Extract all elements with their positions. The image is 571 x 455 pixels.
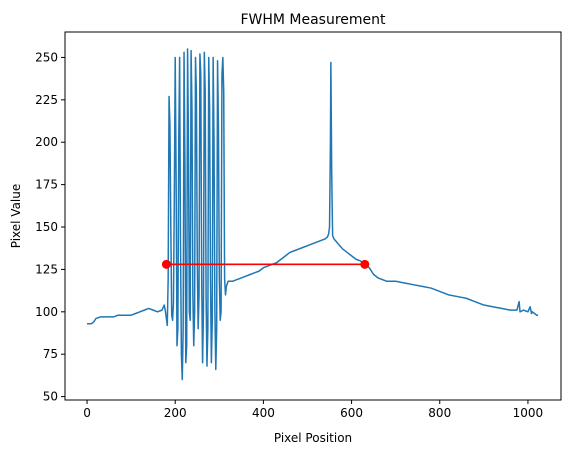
fwhm-right-marker [360,259,370,269]
y-axis-label: Pixel Value [9,184,23,249]
plot-area [87,48,539,381]
x-axis-ticks: 0 200 400 600 800 1000 [83,400,543,420]
signal-line [87,48,539,381]
x-tick-label: 800 [428,406,451,420]
x-tick-label: 200 [164,406,187,420]
x-axis-label: Pixel Position [274,431,352,445]
y-tick-label: 100 [35,305,58,319]
axes-frame [64,31,562,401]
x-tick-label: 400 [252,406,275,420]
y-tick-label: 250 [35,50,58,64]
y-tick-label: 175 [35,178,58,192]
fwhm-left-marker [161,259,171,269]
y-tick-label: 225 [35,93,58,107]
x-tick-label: 600 [340,406,363,420]
y-tick-label: 150 [35,220,58,234]
y-tick-label: 200 [35,135,58,149]
y-tick-label: 50 [43,390,58,404]
y-axis-ticks: 50 75 100 125 150 175 200 225 250 [35,50,65,404]
y-tick-label: 125 [35,262,58,276]
chart-title: FWHM Measurement [240,12,386,28]
x-tick-label: 0 [83,406,91,420]
y-tick-label: 75 [43,347,58,361]
x-tick-label: 1000 [513,406,544,420]
